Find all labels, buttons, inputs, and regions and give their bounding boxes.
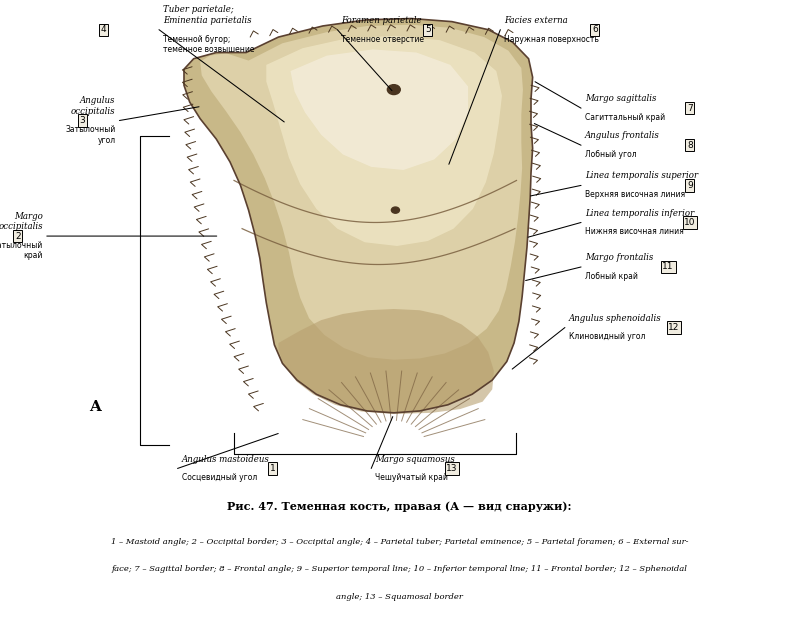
Text: Наружная поверхность: Наружная поверхность — [504, 35, 600, 44]
Text: Angulus sphenoidalis: Angulus sphenoidalis — [569, 313, 662, 323]
Text: Затылочный
край: Затылочный край — [0, 241, 43, 260]
Polygon shape — [184, 19, 533, 413]
Text: Angulus
occipitalis: Angulus occipitalis — [71, 96, 115, 116]
Text: 9: 9 — [687, 181, 693, 190]
Text: Angulus frontalis: Angulus frontalis — [585, 131, 660, 140]
Text: 4: 4 — [101, 25, 106, 34]
Text: 13: 13 — [446, 464, 458, 473]
Text: Лобный угол: Лобный угол — [585, 150, 637, 159]
Text: 1 – Mastoid angle; 2 – Occipital border; 3 – Occipital angle; 4 – Parietal tuber: 1 – Mastoid angle; 2 – Occipital border;… — [111, 538, 688, 546]
Text: Лобный край: Лобный край — [585, 272, 638, 281]
Text: Tuber parietale;
Eminentia parietalis: Tuber parietale; Eminentia parietalis — [163, 6, 252, 25]
Text: A: A — [90, 400, 101, 413]
Text: 11: 11 — [663, 263, 674, 271]
Text: Margo squamosus: Margo squamosus — [375, 454, 455, 464]
Circle shape — [387, 85, 400, 95]
Text: Затылочный
угол: Затылочный угол — [65, 125, 115, 145]
Text: Теменное отверстие: Теменное отверстие — [341, 35, 424, 44]
Text: Клиновидный угол: Клиновидный угол — [569, 332, 646, 342]
Text: Рис. 47. Теменная кость, правая (А — вид снаружи):: Рис. 47. Теменная кость, правая (А — вид… — [228, 501, 571, 512]
Text: 5: 5 — [424, 25, 431, 34]
Text: Foramen parietale: Foramen parietale — [341, 15, 422, 25]
Text: 12: 12 — [668, 323, 679, 332]
Text: Facies externa: Facies externa — [504, 15, 568, 25]
Text: 2: 2 — [15, 232, 20, 240]
Text: 7: 7 — [687, 104, 693, 112]
Text: Linea temporalis inferior: Linea temporalis inferior — [585, 208, 694, 218]
Text: Сагиттальный край: Сагиттальный край — [585, 113, 665, 122]
Polygon shape — [291, 49, 468, 170]
Circle shape — [391, 207, 399, 213]
Text: Margo sagittalis: Margo sagittalis — [585, 94, 656, 103]
Text: face; 7 – Sagittal border; 8 – Frontal angle; 9 – Superior temporal line; 10 – I: face; 7 – Sagittal border; 8 – Frontal a… — [111, 565, 688, 574]
Polygon shape — [266, 36, 502, 246]
Text: Margo
occipitalis: Margo occipitalis — [0, 212, 43, 231]
Polygon shape — [278, 309, 494, 414]
Text: Чешуйчатый край: Чешуйчатый край — [375, 473, 448, 483]
Text: 8: 8 — [687, 141, 693, 150]
Text: 10: 10 — [684, 218, 696, 227]
Text: Нижняя височная линия: Нижняя височная линия — [585, 227, 684, 237]
Text: 1: 1 — [270, 464, 276, 473]
Text: Верхняя височная линия: Верхняя височная линия — [585, 190, 685, 200]
Text: 6: 6 — [592, 25, 598, 34]
Text: Linea temporalis superior: Linea temporalis superior — [585, 171, 698, 180]
Text: Angulus mastoideus: Angulus mastoideus — [182, 454, 270, 464]
Text: Margo frontalis: Margo frontalis — [585, 253, 654, 262]
Text: angle; 13 – Squamosal border: angle; 13 – Squamosal border — [336, 593, 463, 601]
Polygon shape — [200, 25, 523, 360]
Text: 3: 3 — [79, 116, 86, 125]
Text: Теменной бугор;
теменное возвышение: Теменной бугор; теменное возвышение — [163, 35, 254, 54]
Text: Сосцевидный угол: Сосцевидный угол — [182, 473, 257, 483]
